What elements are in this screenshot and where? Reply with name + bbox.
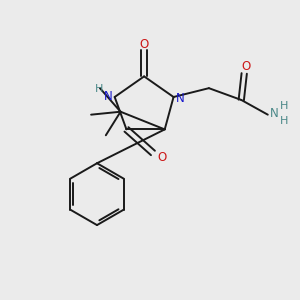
- Text: O: O: [140, 38, 149, 50]
- Text: N: N: [104, 91, 112, 103]
- Text: H: H: [95, 84, 103, 94]
- Text: O: O: [157, 151, 167, 164]
- Text: O: O: [241, 61, 250, 74]
- Text: N: N: [176, 92, 184, 105]
- Text: N: N: [270, 107, 279, 120]
- Text: H: H: [280, 116, 288, 126]
- Text: H: H: [280, 101, 288, 111]
